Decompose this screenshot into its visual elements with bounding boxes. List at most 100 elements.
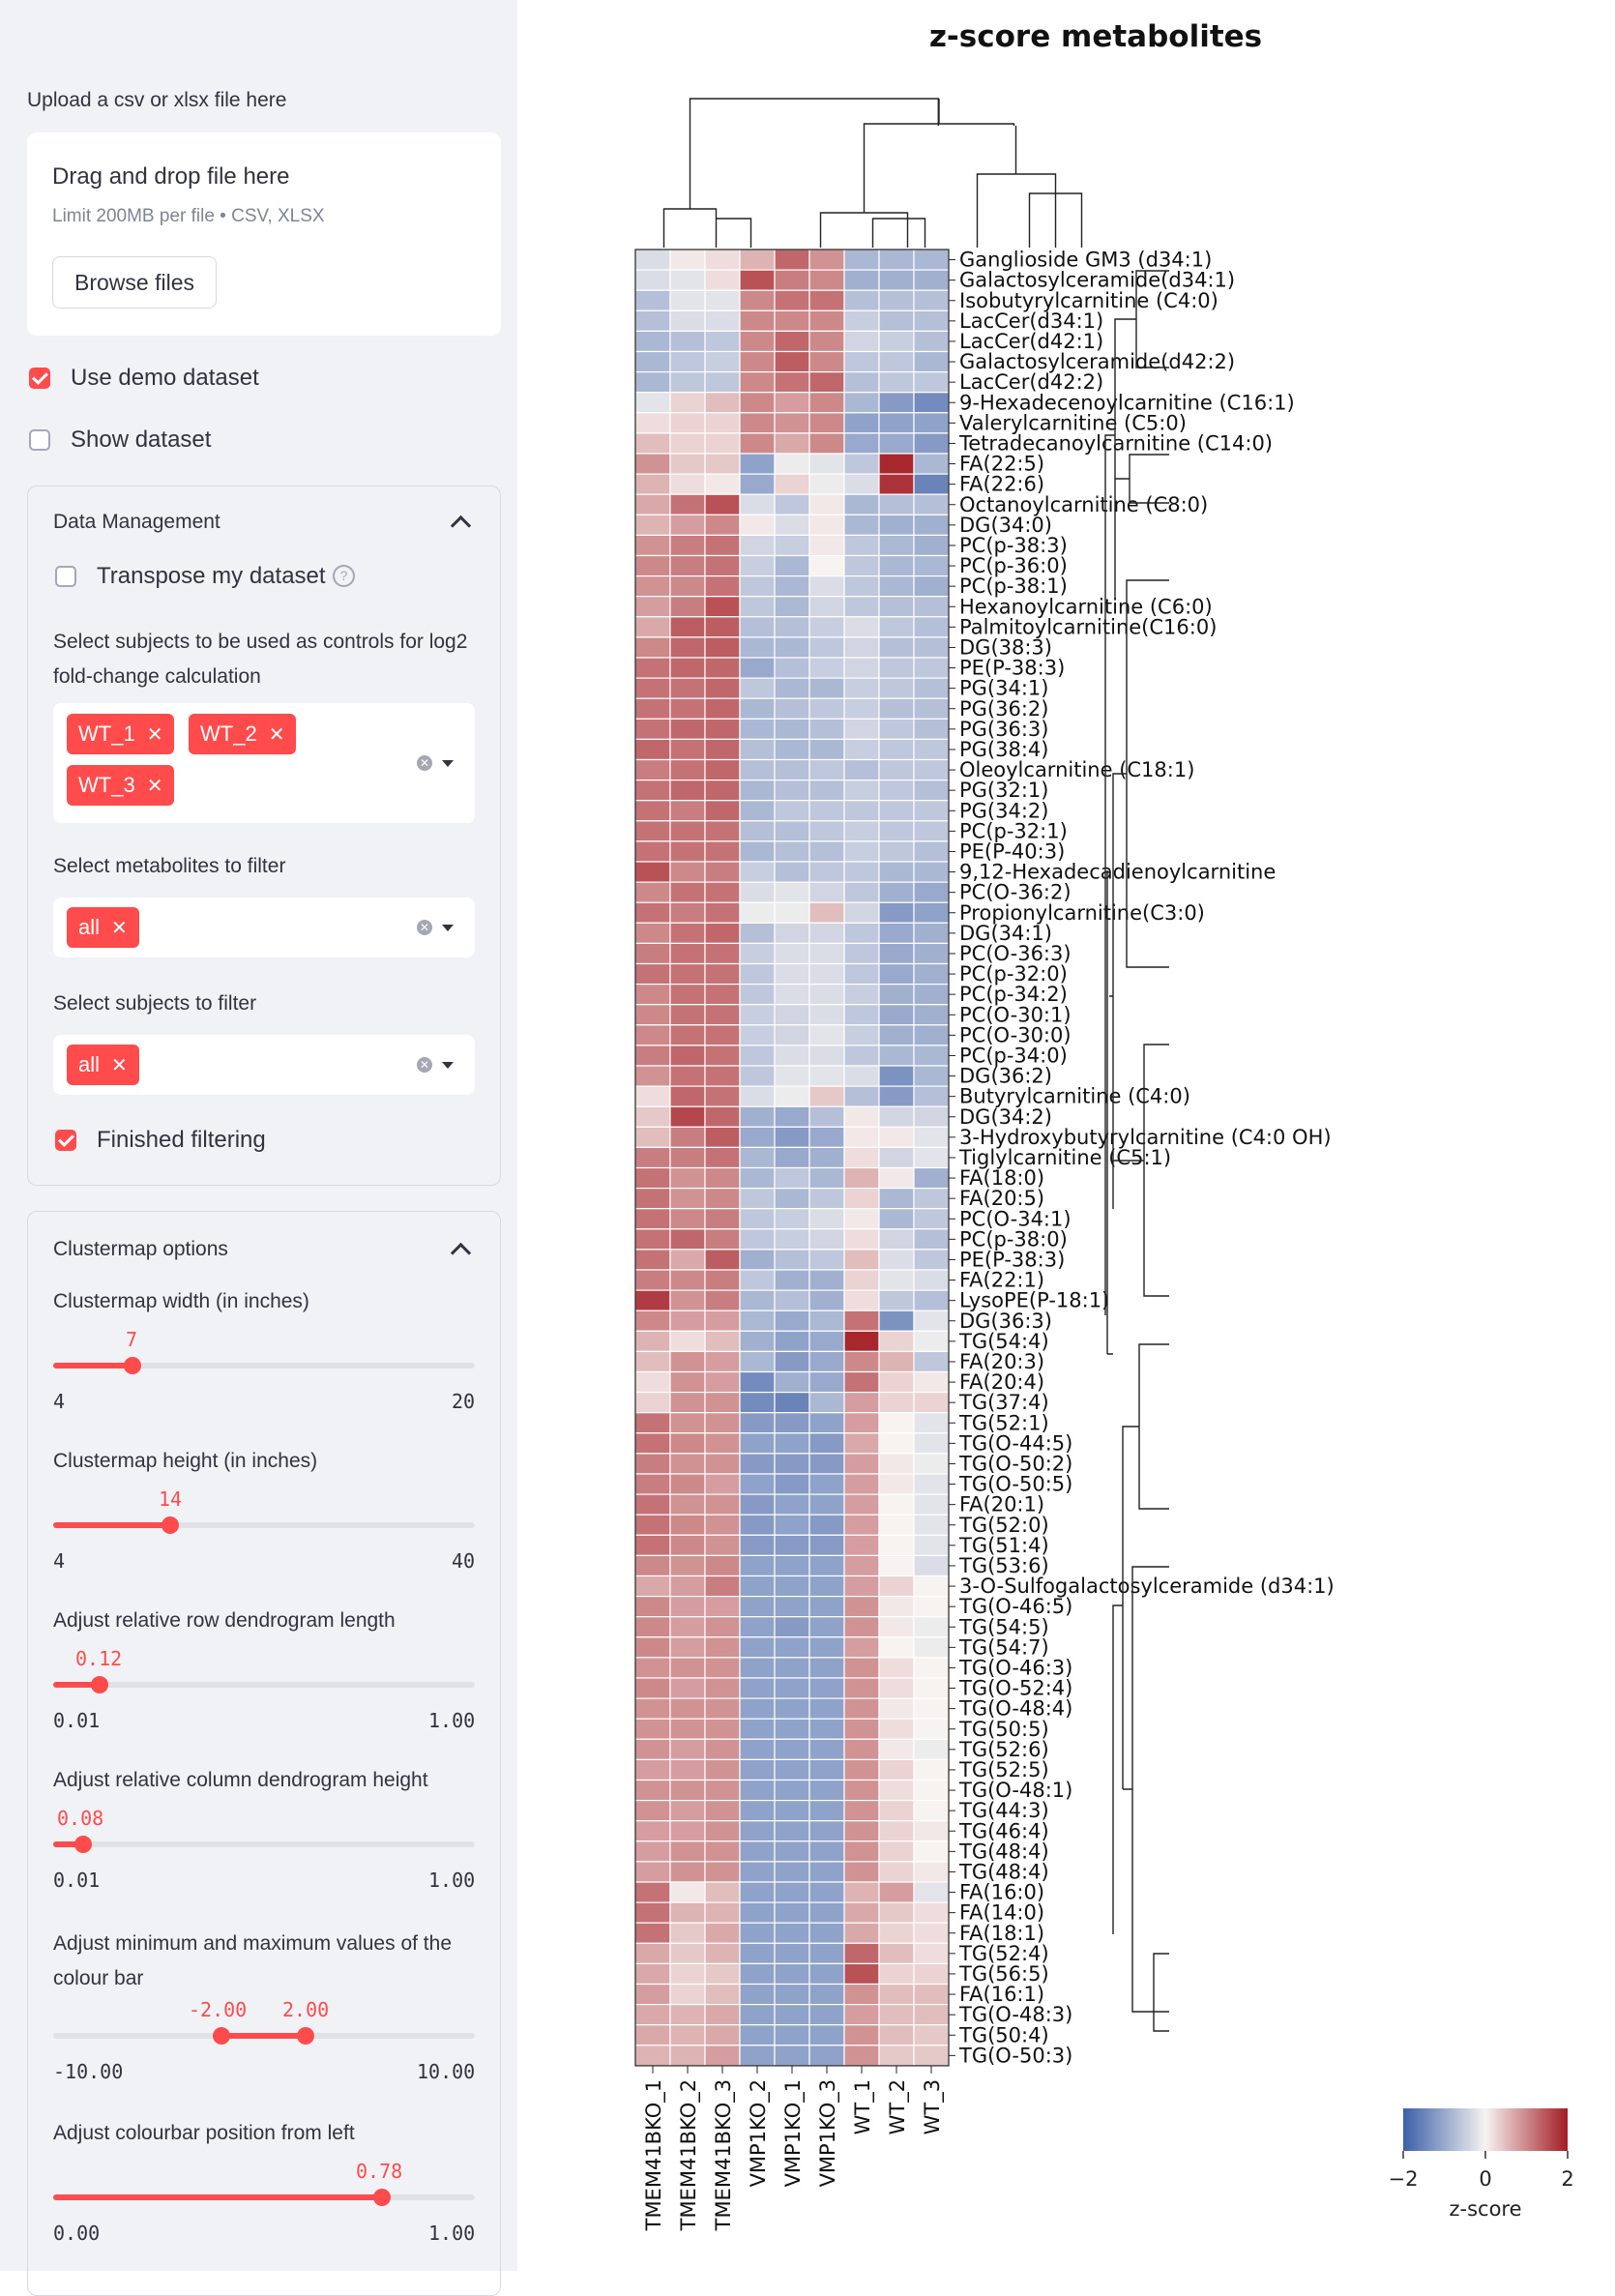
heatmap-cell (704, 473, 741, 495)
row-label: PG(36:2) (959, 697, 1048, 721)
heatmap-cell (634, 534, 671, 557)
heatmap-cell (878, 1208, 915, 1230)
slider-track-height[interactable] (53, 1522, 475, 1528)
clear-icon[interactable]: ✕ (417, 755, 432, 771)
heatmap-cell (704, 1166, 741, 1190)
chevron-up-icon (450, 515, 472, 537)
row-label: PG(34:1) (959, 677, 1048, 700)
help-icon[interactable]: ? (333, 565, 355, 587)
chevron-down-icon[interactable] (442, 925, 454, 931)
slider-handle-column-dendrogram[interactable] (74, 1836, 92, 1853)
heatmap-cell (634, 1820, 671, 1842)
close-icon[interactable]: ✕ (146, 724, 163, 746)
slider-track-width[interactable] (53, 1363, 475, 1369)
heatmap-cell (634, 554, 671, 577)
heatmap-cell (634, 1616, 671, 1638)
show-dataset-checkbox[interactable] (29, 429, 50, 451)
slider-track-column-dendrogram[interactable] (53, 1841, 475, 1847)
heatmap-cell (704, 922, 741, 944)
close-icon[interactable]: ✕ (111, 1055, 128, 1076)
row-label: FA(20:1) (959, 1493, 1044, 1516)
heatmap-cell (774, 922, 810, 944)
row-label: PG(32:1) (959, 779, 1048, 802)
controls-multiselect[interactable]: WT_1 ✕ WT_2 ✕ WT_3 ✕ ✕ (53, 703, 475, 823)
slider-handle-row-dendrogram[interactable] (91, 1676, 108, 1693)
heatmap-cell (878, 738, 915, 761)
heatmap-cell (913, 1779, 950, 1802)
heatmap-cell (774, 1554, 810, 1577)
close-icon[interactable]: ✕ (268, 724, 285, 746)
close-icon[interactable]: ✕ (146, 776, 163, 797)
row-label: PC(p-38:1) (959, 574, 1068, 598)
heatmap-cell (843, 1758, 880, 1781)
tag-wt-3[interactable]: WT_3 ✕ (67, 765, 175, 806)
heatmap-cell (878, 1269, 915, 1291)
metabolites-multiselect[interactable]: all ✕ ✕ (53, 898, 475, 957)
range-slider-track[interactable] (53, 2033, 475, 2039)
heatmap-cell (739, 453, 776, 475)
use-demo-checkbox[interactable] (29, 368, 50, 389)
heatmap-cell (739, 1983, 776, 2006)
slider-handle-width[interactable] (124, 1357, 141, 1374)
heatmap-cell (878, 1166, 915, 1190)
column-label: WT_3 (921, 2079, 945, 2134)
heatmap-cell (808, 1350, 845, 1373)
heatmap-cell (774, 1657, 810, 1679)
heatmap-cell (878, 534, 915, 557)
slider-track-row-dendrogram[interactable] (53, 1682, 475, 1688)
heatmap-cell (739, 1636, 776, 1659)
heatmap-cell (913, 1840, 950, 1863)
heatmap-cell (704, 330, 741, 353)
heatmap-cell (913, 534, 950, 557)
heatmap-cell (808, 881, 845, 903)
tag-all-subjects[interactable]: all ✕ (67, 1045, 139, 1085)
heatmap-cell (634, 596, 671, 618)
heatmap-cell (913, 1310, 950, 1332)
heatmap-cell (704, 1024, 741, 1046)
range-slider-handle-low[interactable] (213, 2027, 230, 2045)
chevron-down-icon[interactable] (442, 760, 454, 767)
slider-track-colourbar-position[interactable] (53, 2194, 475, 2200)
heatmap-cell (808, 1657, 845, 1679)
heatmap-cell (669, 983, 706, 1006)
file-dropzone[interactable]: Drag and drop file here Limit 200MB per … (27, 132, 501, 336)
heatmap-cell (704, 1249, 741, 1271)
clustermap-options-header[interactable]: Clustermap options (28, 1212, 500, 1280)
heatmap-cell (913, 1697, 950, 1720)
data-management-header[interactable]: Data Management (28, 486, 500, 554)
heatmap-cell (704, 718, 741, 740)
transpose-checkbox[interactable] (55, 566, 76, 587)
heatmap-cell (808, 1840, 845, 1863)
heatmap-cell (669, 392, 706, 414)
heatmap-cell (808, 922, 845, 944)
slider-handle-colourbar-position[interactable] (373, 2189, 391, 2206)
heatmap-cell (704, 636, 741, 659)
tag-wt-2[interactable]: WT_2 ✕ (189, 714, 297, 754)
heatmap-cell (739, 330, 776, 353)
close-icon[interactable]: ✕ (111, 918, 128, 939)
heatmap-cell (634, 1554, 671, 1577)
heatmap-cell (669, 514, 706, 536)
range-slider-handle-high[interactable] (297, 2027, 314, 2045)
tag-all-metabolites[interactable]: all ✕ (67, 907, 139, 948)
heatmap-cell (634, 1004, 671, 1026)
heatmap-cell (739, 2004, 776, 2026)
heatmap-cell (774, 1840, 810, 1863)
finished-filtering-checkbox[interactable] (55, 1130, 76, 1151)
heatmap-cell (669, 1432, 706, 1455)
heatmap-cell (774, 1575, 810, 1598)
heatmap-cell (739, 738, 776, 761)
subjects-multiselect[interactable]: all ✕ ✕ (53, 1035, 475, 1095)
browse-files-button[interactable]: Browse files (52, 256, 217, 309)
clear-icon[interactable]: ✕ (417, 1057, 432, 1073)
clear-icon[interactable]: ✕ (417, 920, 432, 935)
heatmap-cell (634, 309, 671, 332)
tag-wt-1[interactable]: WT_1 ✕ (67, 714, 175, 754)
heatmap-cell (843, 1350, 880, 1373)
heatmap-cell (878, 1187, 915, 1210)
heatmap-cell (739, 574, 776, 598)
heatmap-cell (878, 901, 915, 924)
slider-handle-height[interactable] (162, 1516, 179, 1534)
chevron-down-icon[interactable] (442, 1062, 454, 1069)
heatmap-cell (739, 350, 776, 373)
